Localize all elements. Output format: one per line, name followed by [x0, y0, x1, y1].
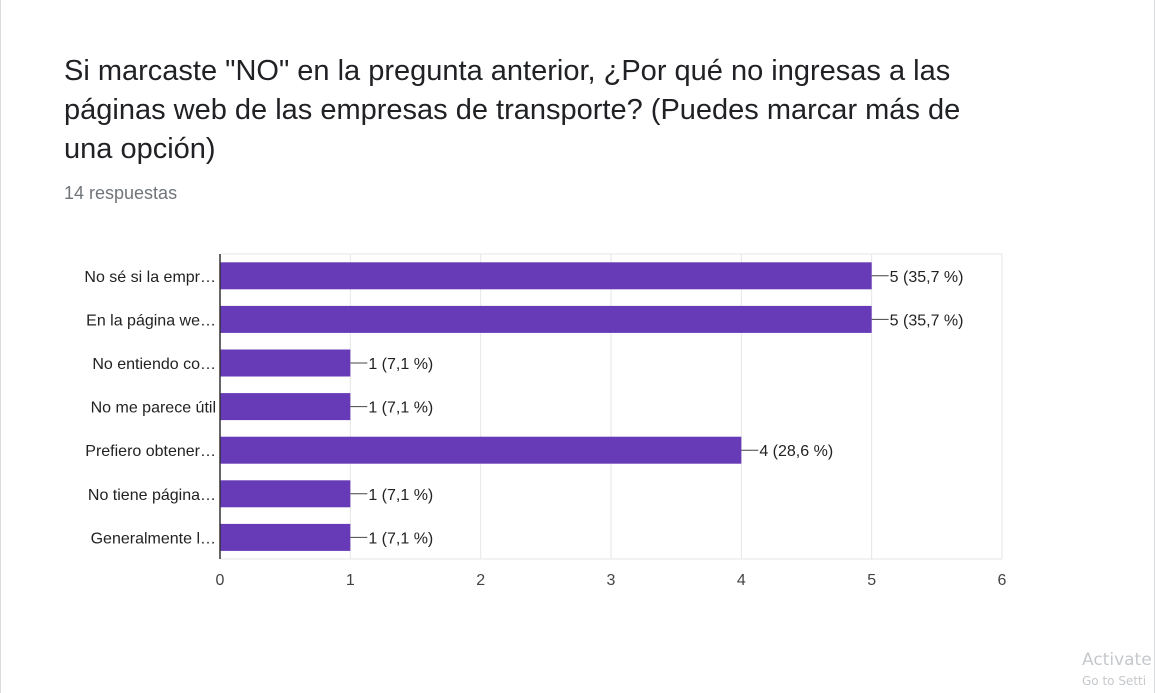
data-label: 1 (7,1 %): [368, 400, 433, 417]
data-label: 5 (35,7 %): [890, 312, 964, 329]
x-tick-label: 3: [607, 572, 616, 589]
x-tick-label: 1: [346, 572, 355, 589]
x-tick-label: 5: [867, 572, 876, 589]
bar[interactable]: [220, 524, 350, 551]
category-label: Generalmente l…: [91, 530, 216, 547]
bar[interactable]: [220, 437, 741, 464]
x-tick-label: 6: [998, 572, 1007, 589]
data-label: 1 (7,1 %): [368, 356, 433, 373]
data-label: 1 (7,1 %): [368, 530, 433, 547]
bar[interactable]: [220, 262, 872, 289]
watermark-title: Activate: [1082, 650, 1152, 670]
data-label: 5 (35,7 %): [890, 269, 964, 286]
category-label: No tiene página…: [88, 487, 216, 504]
data-label: 1 (7,1 %): [368, 487, 433, 504]
bar[interactable]: [220, 393, 350, 420]
watermark-subtitle: Go to Setti: [1082, 674, 1152, 688]
x-tick-label: 0: [216, 572, 225, 589]
bar[interactable]: [220, 350, 350, 377]
x-tick-label: 2: [476, 572, 485, 589]
category-label: No sé si la empr…: [84, 269, 216, 286]
category-label: En la página we…: [86, 312, 216, 329]
bar[interactable]: [220, 306, 872, 333]
bar[interactable]: [220, 480, 350, 507]
category-label: No me parece útil: [91, 400, 216, 417]
x-tick-label: 4: [737, 572, 746, 589]
data-label: 4 (28,6 %): [759, 443, 833, 460]
category-label: Prefiero obtener…: [85, 443, 216, 460]
activation-watermark: Activate Go to Setti: [1082, 650, 1152, 688]
category-label: No entiendo co…: [92, 356, 216, 373]
